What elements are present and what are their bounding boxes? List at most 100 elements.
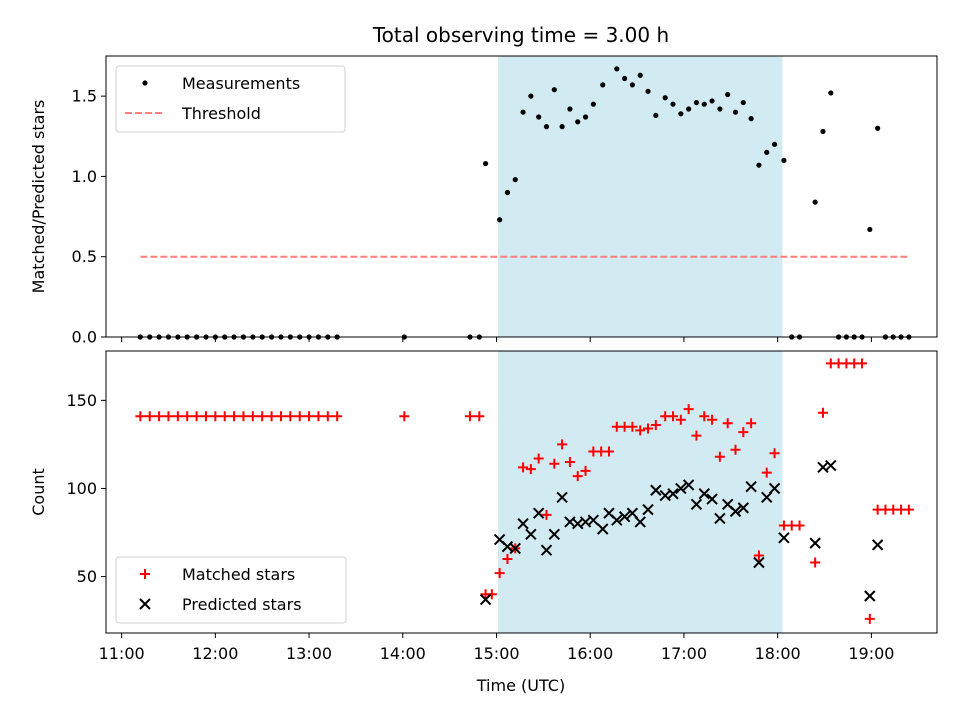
legend-label: Predicted stars <box>182 595 302 614</box>
data-point <box>611 514 623 526</box>
data-point <box>629 82 636 88</box>
data-point <box>675 482 687 495</box>
data-point <box>285 411 296 422</box>
panel-2: 50 100 150 11:00 12:00 13:00 14:00 15:00 16:00 17… <box>29 350 938 663</box>
data-point <box>683 404 694 415</box>
data-point <box>210 411 221 422</box>
data-point <box>867 226 873 233</box>
data-point <box>753 550 764 561</box>
data-point <box>725 91 731 98</box>
data-point <box>769 448 780 459</box>
legend-frame <box>115 65 346 133</box>
data-point <box>548 528 561 541</box>
data-point <box>707 414 718 425</box>
observing-interval-shade <box>498 56 783 337</box>
data-point <box>756 162 762 168</box>
data-point <box>322 411 333 422</box>
data-point <box>714 451 725 462</box>
legend-label: Threshold <box>181 104 261 123</box>
data-point <box>614 66 620 72</box>
data-point <box>541 509 552 520</box>
data-point <box>621 75 628 82</box>
data-point <box>634 516 646 528</box>
data-point <box>533 453 544 464</box>
series-predicted-stars <box>479 459 884 606</box>
data-point <box>172 411 183 422</box>
data-point <box>771 141 778 147</box>
data-point <box>257 411 268 422</box>
data-point <box>618 510 631 523</box>
data-point <box>627 421 638 432</box>
data-point <box>650 420 661 431</box>
series-measurements <box>137 66 912 340</box>
data-point <box>294 411 305 422</box>
data-point <box>543 124 550 130</box>
chart-title: Total observing time = 3.00 h <box>372 23 669 47</box>
data-point <box>603 446 614 457</box>
data-point <box>809 537 821 549</box>
data-point <box>810 557 821 568</box>
legend: Measurements Threshold <box>115 65 346 133</box>
y-tick-label: 100 <box>66 479 97 498</box>
data-point <box>135 411 146 422</box>
data-point <box>645 88 651 94</box>
data-point <box>564 457 575 468</box>
data-point <box>693 99 700 106</box>
data-point <box>864 590 876 602</box>
y-tick-label: 50 <box>77 567 97 586</box>
data-point <box>768 482 781 495</box>
data-point <box>903 504 914 515</box>
data-point <box>567 106 573 112</box>
data-point <box>144 411 155 422</box>
legend: Matched stars Predicted stars <box>115 556 347 624</box>
data-point <box>753 556 765 569</box>
data-point <box>557 439 568 450</box>
axes-frame <box>105 350 938 634</box>
data-point <box>266 411 277 422</box>
y-tick-label: 0.0 <box>72 328 97 347</box>
legend-marker <box>142 80 148 86</box>
data-point <box>464 411 475 422</box>
observing-interval-shade <box>498 351 783 633</box>
x-axis-label: Time (UTC) <box>476 676 565 695</box>
data-point <box>525 528 537 541</box>
data-point <box>875 125 881 131</box>
data-point <box>582 114 589 120</box>
data-point <box>549 458 560 469</box>
data-point <box>304 411 315 422</box>
data-point <box>761 467 772 478</box>
data-point <box>517 518 529 530</box>
legend-marker <box>140 569 150 579</box>
x-tick-label: 11:00 <box>99 644 145 663</box>
data-point <box>275 411 286 422</box>
data-point <box>200 411 211 422</box>
data-point <box>313 411 324 422</box>
data-point <box>532 507 545 519</box>
data-point <box>812 199 818 205</box>
data-point <box>332 411 343 422</box>
data-point <box>825 459 837 472</box>
data-point <box>587 514 600 526</box>
data-point <box>486 589 497 600</box>
data-point <box>737 502 750 514</box>
data-point <box>662 95 668 101</box>
y-tick-label: 1.0 <box>72 167 97 186</box>
data-point <box>709 98 715 104</box>
data-point <box>600 82 606 88</box>
data-point <box>238 411 249 422</box>
data-point <box>540 544 553 556</box>
data-point <box>730 444 741 455</box>
data-point <box>794 520 805 531</box>
y-tick-label: 150 <box>66 391 97 410</box>
data-point <box>512 177 518 183</box>
data-point <box>864 613 875 624</box>
data-point <box>678 111 684 117</box>
data-point <box>643 423 654 434</box>
data-point <box>675 414 686 425</box>
data-point <box>740 99 746 106</box>
data-point <box>738 427 749 438</box>
x-tick-label: 17:00 <box>661 644 707 663</box>
data-point <box>474 411 485 422</box>
data-point <box>572 471 583 482</box>
data-point <box>580 465 591 476</box>
